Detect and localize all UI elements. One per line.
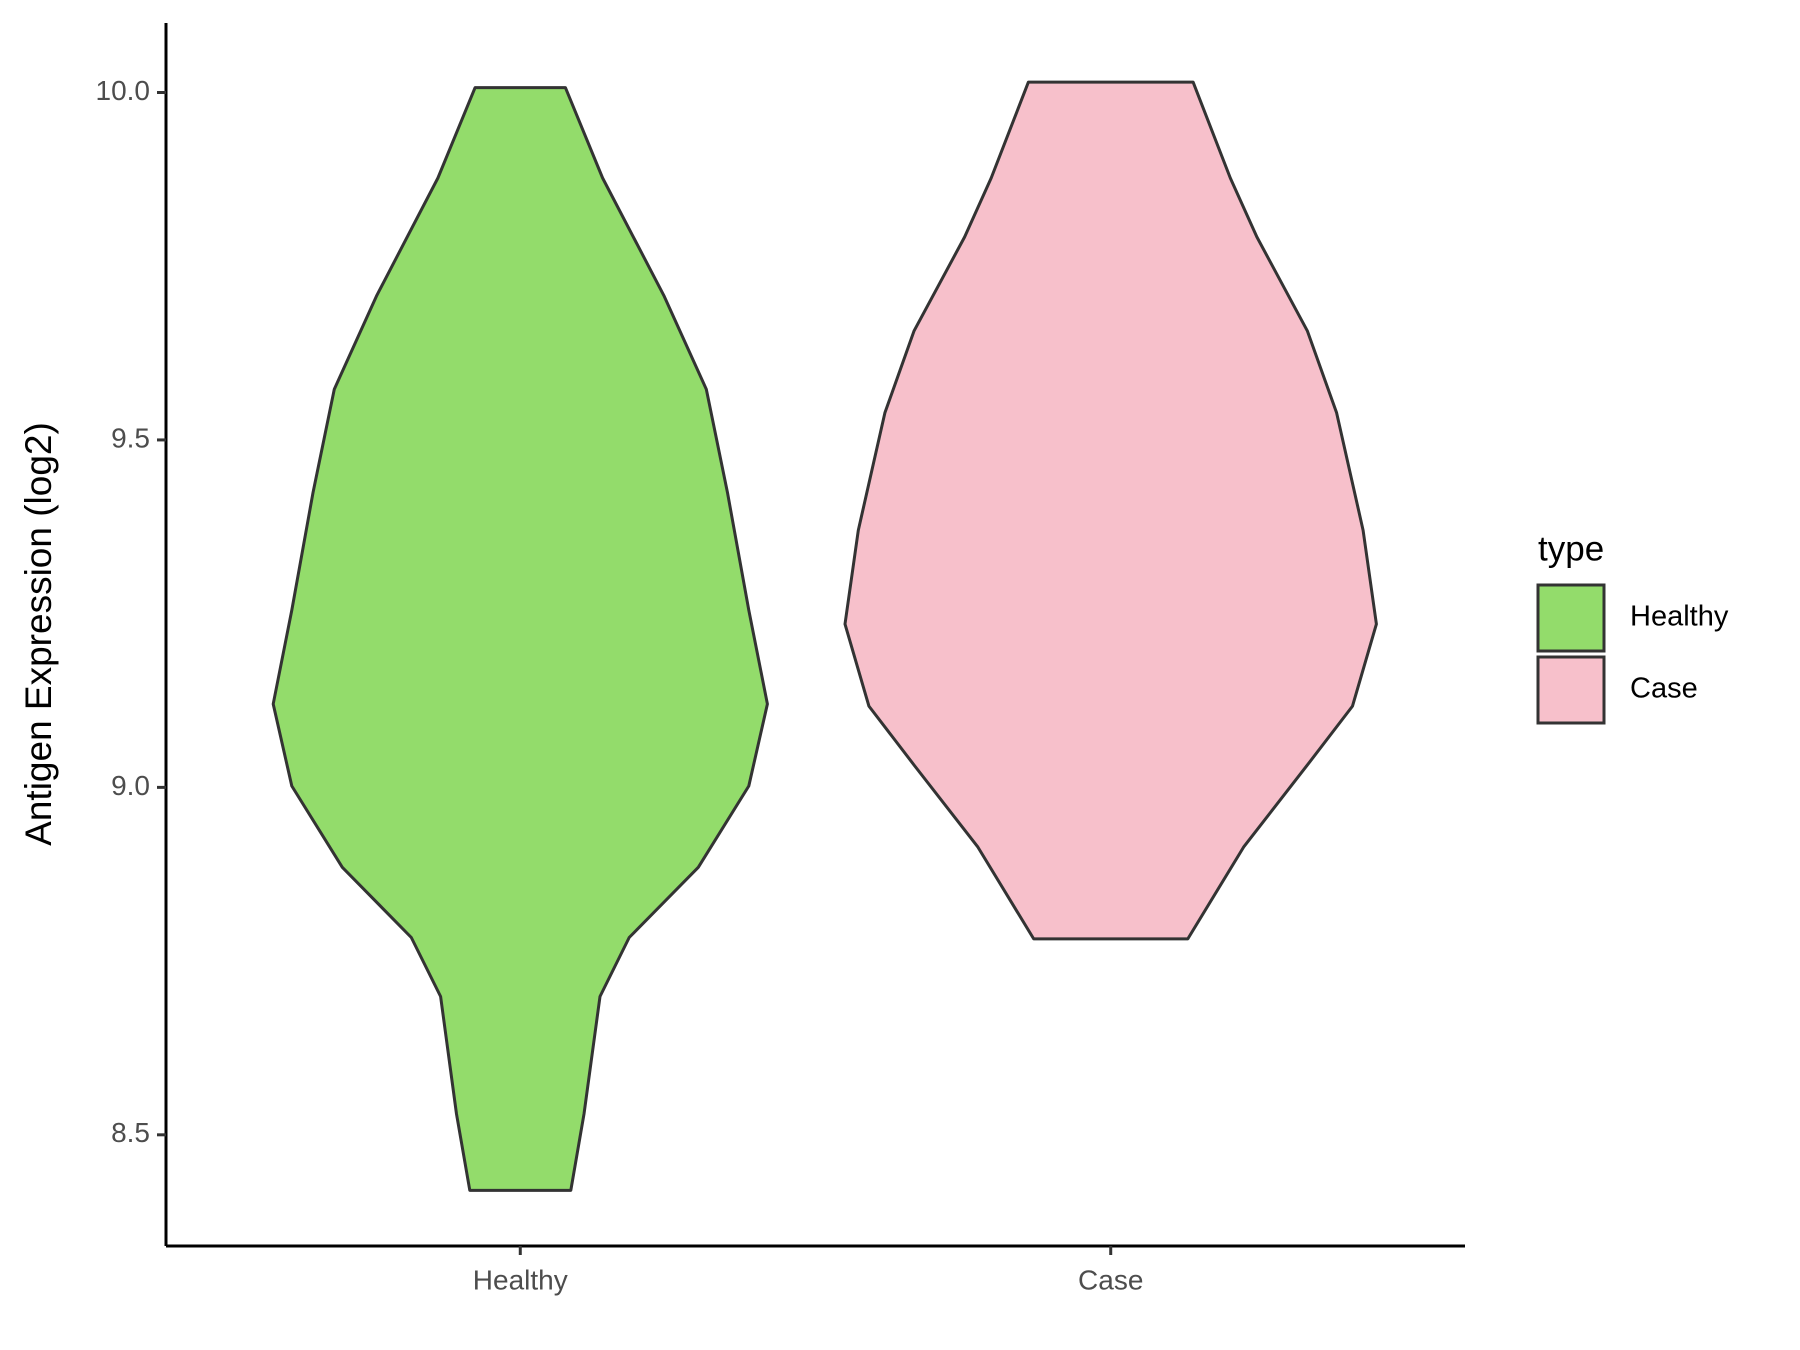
x-tick-label: Case	[1078, 1264, 1143, 1295]
y-tick-label: 10.0	[96, 75, 151, 106]
legend-label: Case	[1630, 673, 1698, 705]
legend-title: type	[1538, 529, 1604, 568]
violin	[843, 80, 1378, 941]
legend-key	[1536, 583, 1606, 653]
y-tick-label: 8.5	[111, 1117, 150, 1148]
violin	[271, 86, 769, 1192]
y-axis-title: Antigen Expression (log2)	[18, 422, 59, 846]
y-tick-label: 9.0	[111, 770, 150, 801]
y-tick-label: 9.5	[111, 422, 150, 453]
legend-key	[1536, 655, 1606, 725]
x-tick-label: Healthy	[473, 1264, 568, 1295]
legend-label: Healthy	[1630, 601, 1729, 633]
